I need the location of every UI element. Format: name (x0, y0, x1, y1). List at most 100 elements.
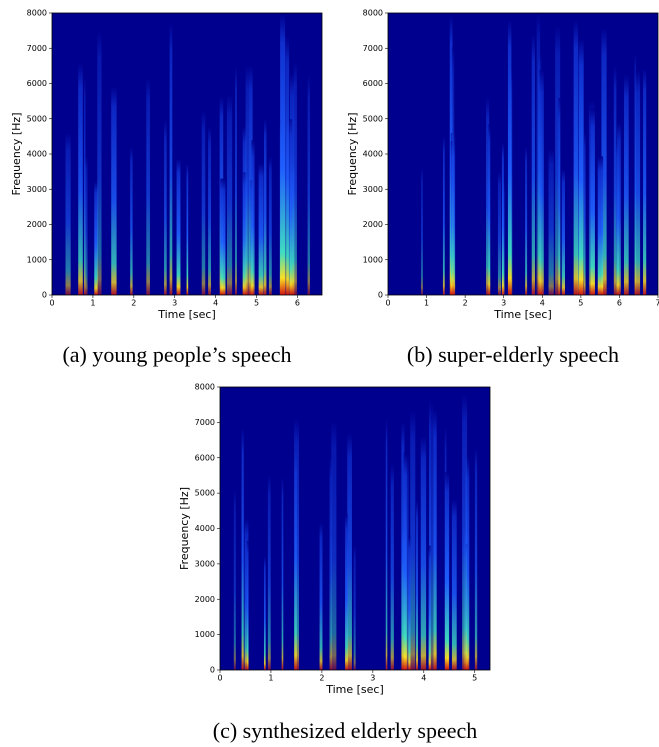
spectrogram-texture (501, 142, 504, 295)
y-tick-label: 5000 (363, 114, 383, 123)
spectrogram-texture (353, 545, 356, 670)
spectrogram-texture (507, 20, 512, 295)
x-tick-label: 4 (540, 299, 545, 308)
spectrogram-texture (268, 156, 272, 295)
spectrogram-texture (281, 477, 284, 670)
spectrogram-texture (597, 156, 604, 295)
spectrogram-texture (421, 167, 423, 295)
x-tick-label: 5 (578, 299, 583, 308)
y-tick-label: 8000 (195, 383, 215, 392)
x-tick-label: 1 (90, 299, 95, 308)
spectrogram-texture (433, 409, 437, 670)
spectrogram-texture (242, 172, 248, 295)
spectrogram-texture (186, 163, 189, 295)
y-tick-label: 5000 (195, 489, 215, 498)
spectrogram-texture (558, 98, 561, 295)
spectrogram-texture (643, 68, 647, 295)
spectrogram-texture (263, 118, 267, 295)
spectrogram-texture (408, 535, 411, 670)
spectrogram-texture (442, 136, 445, 295)
y-axis-label: Frequency [Hz] (178, 487, 191, 570)
x-tick-label: 3 (501, 299, 506, 308)
x-axis-label: Time [sec] (493, 308, 552, 321)
x-tick-label: 1 (268, 674, 273, 683)
y-tick-label: 8000 (27, 9, 47, 18)
y-axis-label: Frequency [Hz] (346, 113, 359, 196)
x-tick-label: 5 (254, 299, 259, 308)
y-tick-label: 2000 (195, 595, 215, 604)
x-tick-label: 1 (424, 299, 429, 308)
spectrogram-texture (267, 475, 271, 670)
y-tick-label: 7000 (363, 44, 383, 53)
y-tick-label: 6000 (195, 453, 215, 462)
spectrogram-texture (536, 14, 541, 295)
spectrogram-texture (245, 65, 250, 295)
spectrogram-texture (285, 36, 290, 295)
spectrogram-texture (146, 78, 150, 295)
y-tick-label: 8000 (363, 9, 383, 18)
y-tick-label: 4000 (27, 150, 47, 159)
spectrogram-texture (429, 400, 431, 670)
x-tick-label: 4 (421, 674, 426, 683)
spectrogram-texture (201, 110, 206, 295)
spectrogram-texture (428, 545, 431, 670)
spectrogram-image (388, 13, 658, 295)
spectrogram-texture (347, 433, 352, 670)
spectrogram-texture (280, 14, 286, 295)
spectrogram-texture (410, 411, 416, 670)
spectrogram-texture (548, 149, 554, 295)
spectrogram-texture (420, 435, 427, 670)
spectrogram-texture (451, 47, 455, 295)
spectrogram-texture (525, 146, 528, 295)
spectrogram-texture (65, 133, 71, 295)
x-tick-label: 3 (172, 299, 177, 308)
spectrogram-texture (601, 28, 607, 295)
x-tick-label: 2 (319, 674, 324, 683)
y-tick-label: 3000 (363, 185, 383, 194)
spectrogram-texture (111, 86, 117, 295)
spectrogram-texture (287, 119, 293, 295)
spectrogram-texture (263, 556, 266, 670)
y-tick-label: 0 (42, 291, 47, 300)
spectrogram-bg (388, 13, 658, 295)
spectrogram-texture (244, 518, 249, 670)
spectrogram-texture (531, 34, 535, 295)
y-tick-label: 5000 (27, 114, 47, 123)
y-tick-label: 3000 (195, 559, 215, 568)
spectrogram-texture (444, 472, 450, 670)
spectrogram-texture (390, 464, 394, 670)
spectrogram-texture (83, 77, 86, 295)
spectrogram-texture (164, 120, 167, 295)
spectrogram-texture (590, 108, 595, 295)
spectrogram-texture (486, 98, 490, 295)
spectrogram-texture (451, 499, 457, 670)
spectrogram-texture (84, 156, 88, 295)
x-tick-label: 5 (472, 674, 477, 683)
spectrogram-texture (307, 75, 310, 295)
spectrogram-texture (635, 70, 641, 295)
spectrogram-texture (258, 163, 264, 295)
spectrogram-texture (488, 124, 491, 295)
x-tick-label: 3 (370, 674, 375, 683)
x-tick-label: 7 (655, 299, 659, 308)
x-tick-label: 2 (131, 299, 136, 308)
y-tick-label: 0 (378, 291, 383, 300)
spectrogram-texture (474, 447, 478, 670)
x-tick-label: 6 (617, 299, 622, 308)
spectrogram-texture (583, 131, 586, 295)
spectrogram-texture (329, 456, 332, 670)
spectrogram-texture (226, 95, 233, 295)
spectrogram-image (52, 13, 322, 295)
spectrogram-texture (401, 422, 405, 670)
y-axis-label: Frequency [Hz] (10, 113, 23, 196)
y-tick-label: 1000 (27, 255, 47, 264)
spectrogram-texture (233, 489, 236, 670)
spectrogram-texture (176, 158, 181, 295)
caption: (c) synthesized elderly speech (213, 718, 478, 743)
y-tick-label: 6000 (363, 79, 383, 88)
spectrogram-texture (539, 69, 544, 295)
x-tick-label: 0 (385, 299, 390, 308)
spectrogram-texture (617, 122, 621, 295)
caption: (a) young people’s speech (62, 342, 291, 367)
spectrogram-texture (416, 500, 419, 670)
